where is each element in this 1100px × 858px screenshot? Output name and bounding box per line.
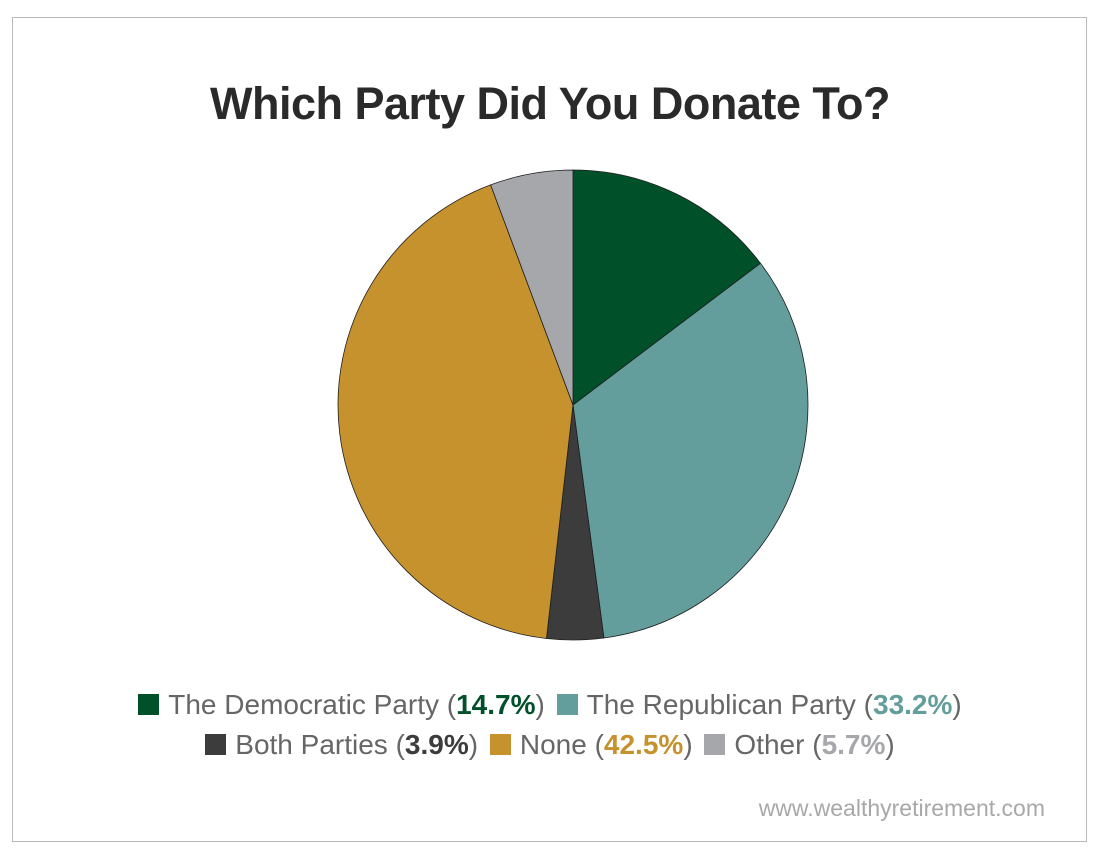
legend-row-1: The Democratic Party (14.7%) The Republi… bbox=[0, 689, 1100, 721]
pie-slice-democratic bbox=[572, 169, 762, 406]
legend-row-2: Both Parties (3.9%) None (42.5%) Other (… bbox=[0, 729, 1100, 761]
legend-pct: 42.5% bbox=[603, 729, 684, 760]
pie-slice-republican bbox=[572, 262, 809, 639]
legend-swatch-none bbox=[489, 734, 511, 755]
legend-item-democratic: The Democratic Party (14.7%) bbox=[138, 689, 545, 721]
legend-swatch-both bbox=[205, 734, 227, 755]
legend-pct: 5.7% bbox=[821, 729, 886, 760]
legend-item-both: Both Parties (3.9%) bbox=[205, 729, 478, 761]
legend-item-republican: The Republican Party (33.2%) bbox=[556, 689, 962, 721]
legend-label: None bbox=[519, 729, 587, 760]
legend-label: Both Parties bbox=[235, 729, 388, 760]
legend-swatch-democratic bbox=[138, 694, 160, 715]
legend-label: Other bbox=[734, 729, 805, 760]
pie-slice-none bbox=[337, 184, 574, 639]
legend-pct: 3.9% bbox=[404, 729, 469, 760]
legend-swatch-other bbox=[704, 734, 726, 755]
legend-pct: 33.2% bbox=[873, 689, 953, 720]
legend-item-none: None (42.5%) bbox=[489, 729, 693, 761]
legend-swatch-republican bbox=[556, 694, 578, 715]
chart-frame bbox=[12, 17, 1087, 842]
legend-label: The Republican Party bbox=[586, 689, 856, 720]
source-credit: www.wealthyretirement.com bbox=[758, 795, 1045, 821]
legend-item-other: Other (5.7%) bbox=[704, 729, 895, 761]
legend-label: The Democratic Party bbox=[168, 689, 439, 720]
pie-slice-other bbox=[490, 169, 574, 406]
chart-title: Which Party Did You Donate To? bbox=[209, 78, 891, 129]
legend-pct: 14.7% bbox=[456, 689, 536, 720]
